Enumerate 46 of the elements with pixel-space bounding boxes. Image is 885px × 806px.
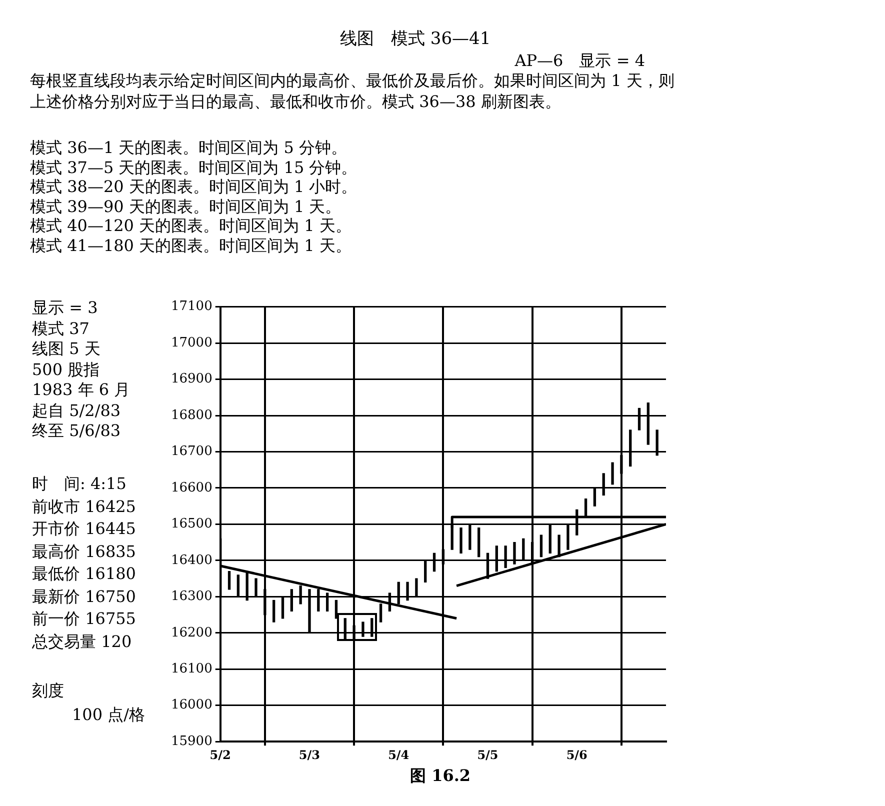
y-tick-label: 16000 <box>170 698 212 713</box>
y-tick-label: 15900 <box>170 734 212 749</box>
y-tick-label: 16400 <box>170 552 212 568</box>
text: 模式 40—120 天的图表。时间区间为 1 天。 <box>30 216 352 235</box>
text: 最高价 16835 <box>32 542 136 560</box>
x-tick-label: 5/4 <box>388 748 410 762</box>
text: 模式 37—5 天的图表。时间区间为 15 分钟。 <box>30 158 358 176</box>
caption: 图 16.2 <box>410 766 471 785</box>
y-tick-label: 17000 <box>170 335 212 350</box>
text: 时 间: 4:15 <box>32 474 126 493</box>
text: 刻度 <box>32 681 64 700</box>
x-tick-label: 5/5 <box>477 748 498 762</box>
y-tick-label: 16900 <box>170 372 212 387</box>
text: 最低价 16180 <box>32 564 136 583</box>
text: 起自 5/2/83 <box>32 400 121 420</box>
text: 前一价 16755 <box>32 609 136 628</box>
y-tick-label: 16300 <box>170 589 212 604</box>
text: 上述价格分别对应于当日的最高、最低和收市价。模式 36—38 刷新图表。 <box>30 92 561 111</box>
y-tick-label: 16100 <box>170 662 212 677</box>
text: 模式 36—1 天的图表。时间区间为 5 分钟。 <box>30 138 348 157</box>
text: 模式 37 <box>32 318 90 338</box>
y-tick-label: 16500 <box>170 516 212 532</box>
y-tick-label: 16700 <box>170 444 212 460</box>
y-tick-label: 16800 <box>170 408 212 423</box>
text: 开市价 16445 <box>32 519 136 538</box>
x-tick-label: 5/6 <box>566 748 588 762</box>
text: 500 股指 <box>32 360 100 378</box>
chart-title: 线图 模式 36—41 <box>340 29 491 49</box>
text: AP—6 显示 = 4 <box>514 51 645 70</box>
text: 最新价 16750 <box>32 586 136 606</box>
text: 1983 年 6 月 <box>32 380 130 399</box>
text: 100 点/格 <box>72 705 146 724</box>
text: 前收市 16425 <box>32 496 136 516</box>
text: 终至 5/6/83 <box>32 421 121 440</box>
y-tick-label: 16200 <box>170 625 212 640</box>
text: 每根竖直线段均表示给定时间区间内的最高价、最低价及最后价。如果时间区间为 1 天，则 <box>30 71 674 90</box>
y-tick-label: 16600 <box>170 480 212 496</box>
text: 总交易量 120 <box>32 632 132 650</box>
text: 模式 38—20 天的图表。时间区间为 1 小时。 <box>30 177 358 196</box>
text: 模式 41—180 天的图表。时间区间为 1 天。 <box>30 236 352 254</box>
y-tick-label: 17100 <box>170 299 212 314</box>
x-tick-label: 5/2 <box>210 748 231 762</box>
x-tick-label: 5/3 <box>298 748 320 762</box>
text: 模式 39—90 天的图表。时间区间为 1 天。 <box>30 196 342 216</box>
text: 显示 = 3 <box>32 298 98 317</box>
text: 线图 5 天 <box>32 339 100 358</box>
